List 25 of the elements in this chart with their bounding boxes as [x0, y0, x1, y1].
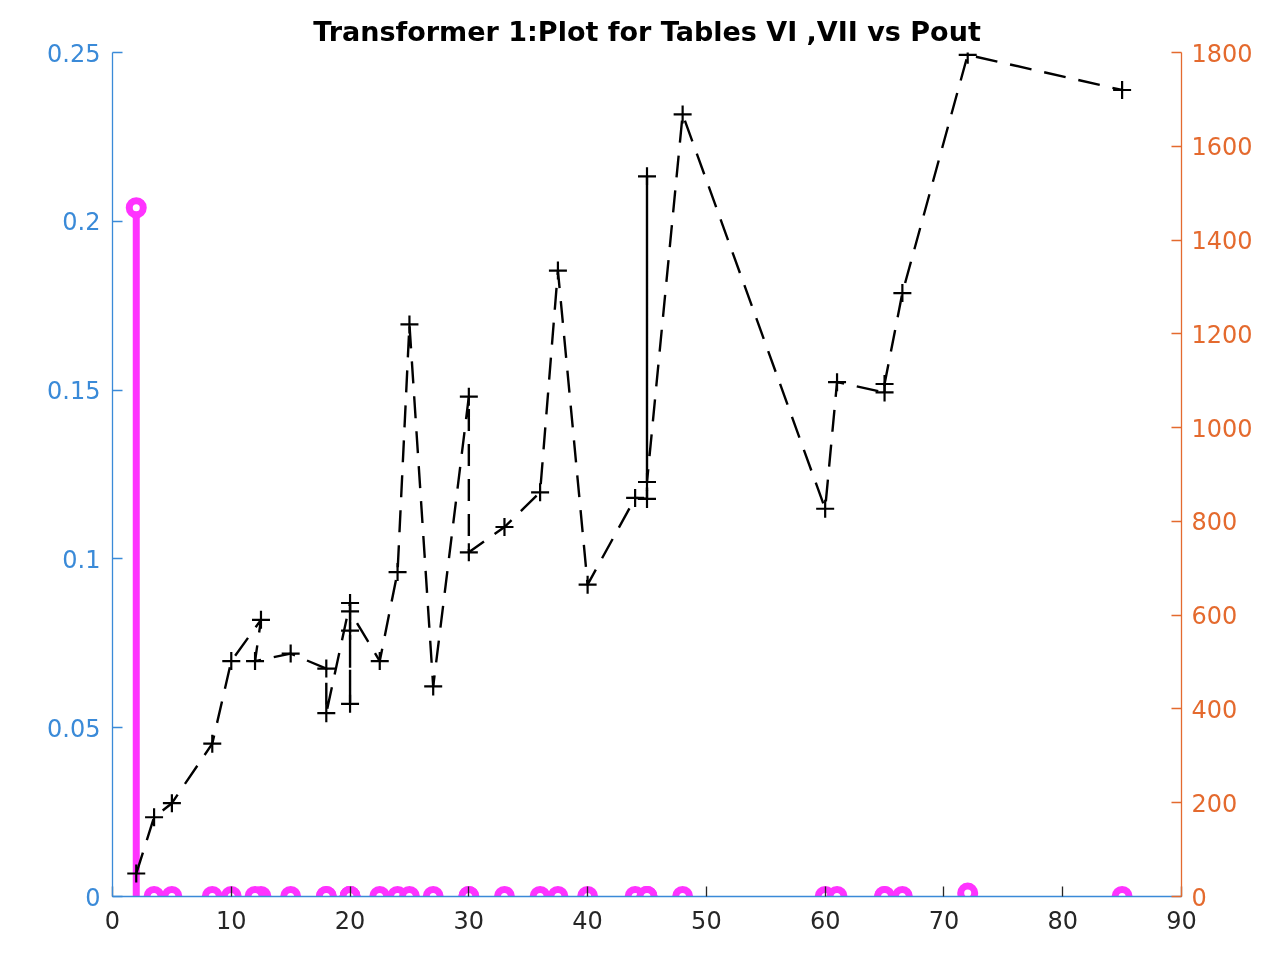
- y2-tick-label: 400: [1191, 695, 1238, 724]
- y-tick-label: 0: [85, 883, 101, 912]
- y2-tick-label: 200: [1191, 789, 1238, 818]
- chart-title: Transformer 1:Plot for Tables VI ,VII vs Pout: [313, 15, 981, 47]
- y2-tick-label: 1600: [1191, 133, 1253, 162]
- x-tick-label: 60: [809, 906, 841, 935]
- y2-tick-label: 1800: [1191, 39, 1253, 68]
- y2-tick-label: 600: [1191, 602, 1238, 631]
- y2-tick-label: 1200: [1191, 320, 1253, 349]
- x-tick-label: 80: [1047, 906, 1078, 935]
- y2-tick-label: 1400: [1191, 227, 1253, 256]
- y2-tick-label: 1000: [1191, 414, 1253, 443]
- y-tick-label: 0.15: [47, 377, 101, 406]
- x-tick-label: 50: [691, 906, 722, 935]
- y-tick-label: 0.25: [47, 39, 101, 68]
- x-tick-label: 10: [216, 906, 247, 935]
- x-tick-label: 20: [334, 906, 366, 935]
- y-tick-label: 0.05: [47, 714, 101, 743]
- x-tick-label: 40: [572, 906, 603, 935]
- y2-tick-label: 800: [1191, 508, 1238, 537]
- x-tick-label: 70: [928, 906, 960, 935]
- y-tick-label: 0.2: [62, 208, 101, 237]
- x-tick-label: 30: [453, 906, 485, 935]
- y-tick-label: 0.1: [62, 545, 101, 574]
- x-tick-label: 0: [104, 906, 121, 935]
